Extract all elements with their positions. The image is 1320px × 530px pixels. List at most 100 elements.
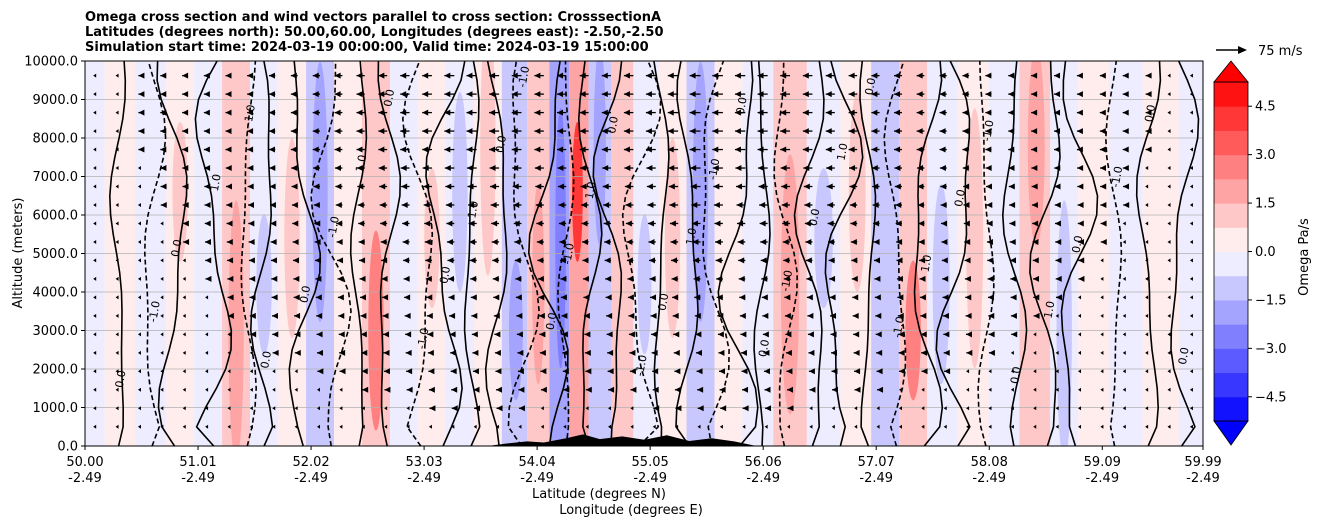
y-tick-label: 1000.0 xyxy=(33,401,79,416)
contour-label: -1.0 xyxy=(241,104,258,127)
wind-vector xyxy=(896,238,903,245)
wind-vector xyxy=(1167,129,1171,134)
wind-vector xyxy=(491,220,500,227)
wind-vector xyxy=(942,294,949,301)
wind-vector xyxy=(227,387,231,392)
wind-vector xyxy=(474,405,481,412)
wind-vector xyxy=(780,128,791,135)
wind-vector xyxy=(406,424,410,429)
wind-vector xyxy=(1078,332,1082,337)
wind-vector xyxy=(1009,201,1016,208)
wind-vector xyxy=(607,349,614,356)
wind-vector xyxy=(1032,238,1039,245)
colorbar-segment xyxy=(1214,227,1248,252)
wind-vector xyxy=(1122,295,1126,300)
wind-vector xyxy=(765,405,772,412)
wind-vector xyxy=(671,275,679,282)
contour-label: 0.0 xyxy=(952,188,968,207)
wind-vector xyxy=(917,165,925,172)
wind-vector xyxy=(511,146,522,153)
contour-label: 1.0 xyxy=(835,142,851,161)
wind-vector xyxy=(1167,276,1171,281)
wind-vector xyxy=(916,146,925,153)
wind-vector xyxy=(205,275,212,282)
wind-vector xyxy=(1031,128,1038,135)
wind-vector xyxy=(513,201,522,208)
wind-vector xyxy=(652,368,659,375)
wind-vector xyxy=(138,72,145,79)
wind-vector xyxy=(160,239,164,244)
wind-vector xyxy=(447,257,455,264)
contour-label: -1.0 xyxy=(779,269,796,292)
wind-vector xyxy=(916,109,925,116)
quiver-key: 75 m/s xyxy=(1216,44,1303,59)
wind-vector xyxy=(426,294,433,301)
wind-vector xyxy=(1054,72,1061,79)
wind-vector xyxy=(697,386,704,393)
wind-vector xyxy=(160,406,164,411)
wind-vector xyxy=(672,294,679,301)
wind-vector xyxy=(182,220,189,227)
wind-vector xyxy=(986,220,993,227)
wind-vector xyxy=(652,424,656,429)
wind-vector xyxy=(964,275,971,282)
contour-label: 1.0 xyxy=(1042,300,1058,319)
wind-vector xyxy=(713,183,723,190)
wind-vector xyxy=(1031,201,1038,208)
wind-vector xyxy=(93,350,97,355)
wind-vector xyxy=(1055,257,1062,264)
wind-vector xyxy=(1189,387,1193,392)
wind-vector xyxy=(160,350,164,355)
wind-vector xyxy=(534,165,544,172)
wind-vector xyxy=(424,220,432,227)
wind-vector xyxy=(1099,72,1106,79)
wind-vector xyxy=(1189,276,1193,281)
wind-vector xyxy=(738,275,746,282)
wind-vector xyxy=(422,128,432,135)
wind-vector xyxy=(466,146,477,153)
wind-vector xyxy=(182,258,186,263)
wind-vector xyxy=(338,331,345,338)
wind-vector xyxy=(1122,239,1126,244)
wind-vector xyxy=(137,424,141,429)
wind-vector xyxy=(93,239,97,244)
wind-vector xyxy=(645,91,656,98)
wind-vector xyxy=(691,220,701,227)
wind-vector xyxy=(785,349,792,356)
wind-vector xyxy=(448,294,455,301)
wind-vector xyxy=(518,386,525,393)
wind-vector xyxy=(511,72,522,79)
wind-vector xyxy=(316,331,323,338)
wind-vector xyxy=(894,72,902,79)
wind-vector xyxy=(425,257,432,264)
wind-vector xyxy=(290,91,298,98)
wind-vector xyxy=(629,368,636,375)
wind-vector xyxy=(898,424,902,429)
wind-vector xyxy=(403,257,410,264)
wind-vector xyxy=(1054,201,1061,208)
wind-vector xyxy=(623,109,634,116)
wind-vector xyxy=(495,386,502,393)
omega-core xyxy=(110,184,128,385)
contour-label: 0.0 xyxy=(655,292,671,311)
wind-vector xyxy=(182,295,186,300)
wind-vector xyxy=(848,128,858,135)
wind-vector xyxy=(825,109,835,116)
wind-vector xyxy=(290,109,298,116)
wind-vector xyxy=(941,220,948,227)
wind-vector xyxy=(205,313,209,318)
wind-vector xyxy=(1123,201,1130,208)
wind-vector xyxy=(428,386,435,393)
wind-vector xyxy=(538,294,545,301)
y-tick-label: 8000.0 xyxy=(33,132,79,147)
wind-vector xyxy=(1145,350,1149,355)
contour-line xyxy=(194,61,233,446)
wind-vector xyxy=(1189,424,1193,429)
omega-core xyxy=(452,91,468,292)
wind-vector xyxy=(1145,146,1152,153)
wind-vector xyxy=(1078,406,1082,411)
wind-vector xyxy=(182,406,186,411)
wind-vector xyxy=(444,72,455,79)
wind-vector xyxy=(1010,275,1017,282)
wind-vector xyxy=(361,368,368,375)
